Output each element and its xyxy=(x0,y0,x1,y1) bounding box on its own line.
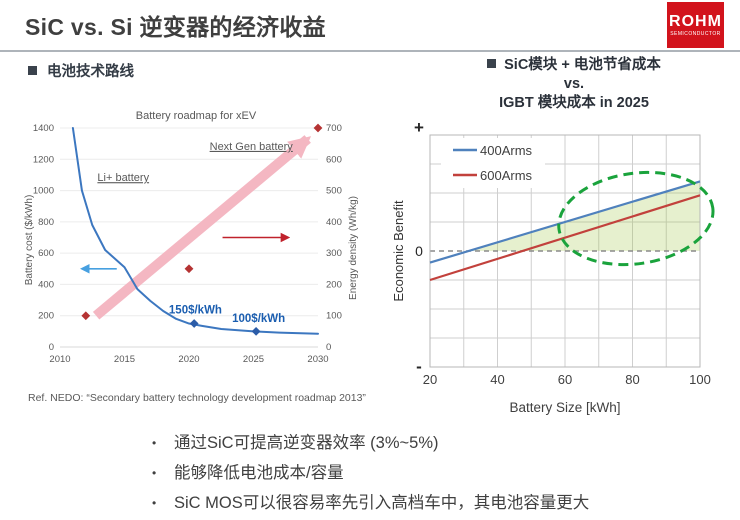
page-title: SiC vs. Si 逆变器的经济收益 xyxy=(25,14,326,40)
bullet-square-icon xyxy=(28,66,37,75)
economic-benefit-chart: 400Arms 600Arms +0 - Economic Benefit 20 40 60 8… xyxy=(393,118,715,415)
bullet-dot-icon: • xyxy=(152,496,157,510)
svg-text:300: 300 xyxy=(326,248,342,259)
right-heading-line1: SiC模块 + 电池节省成本 xyxy=(420,56,728,75)
svg-text:2025: 2025 xyxy=(243,354,264,365)
svg-text:Next Gen battery: Next Gen battery xyxy=(210,141,294,153)
svg-text:60: 60 xyxy=(558,372,572,387)
svg-text:700: 700 xyxy=(326,123,342,134)
svg-text:0: 0 xyxy=(415,243,423,259)
title-divider xyxy=(0,50,740,52)
svg-text:800: 800 xyxy=(38,217,54,228)
svg-text:Energy density (Wh/kg): Energy density (Wh/kg) xyxy=(348,196,359,300)
svg-text:500: 500 xyxy=(326,186,342,197)
svg-text:Battery cost ($/kWh): Battery cost ($/kWh) xyxy=(24,195,35,286)
right-heading-line3: IGBT 模块成本 in 2025 xyxy=(499,95,649,111)
bullet-square-icon xyxy=(487,59,497,68)
svg-text:Economic Benefit: Economic Benefit xyxy=(393,200,406,302)
svg-text:600: 600 xyxy=(38,248,54,259)
svg-text:0: 0 xyxy=(49,342,54,353)
svg-text:600Arms: 600Arms xyxy=(480,168,533,183)
svg-text:Battery roadmap for xEV: Battery roadmap for xEV xyxy=(136,110,257,122)
svg-text:2015: 2015 xyxy=(114,354,135,365)
svg-text:20: 20 xyxy=(423,372,437,387)
svg-text:Li+ battery: Li+ battery xyxy=(97,172,149,184)
right-heading-line2: vs. xyxy=(563,76,585,92)
bullet-dot-icon: • xyxy=(152,466,157,480)
svg-text:-: - xyxy=(416,357,422,376)
svg-text:0: 0 xyxy=(326,342,331,353)
bullet-item: • 能够降低电池成本/容量 xyxy=(152,458,589,488)
battery-roadmap-chart: 0 200 400 600 800 1000 1200 1400 0 100 200 300 400 50… xyxy=(24,110,359,365)
svg-text:1400: 1400 xyxy=(33,123,54,134)
left-section-heading: 电池技术路线 xyxy=(28,60,134,81)
svg-text:100: 100 xyxy=(326,311,342,322)
bullet-item: • 通过SiC可提高逆变器效率 (3%~5%) xyxy=(152,428,589,458)
svg-text:2030: 2030 xyxy=(307,354,328,365)
svg-text:150$/kWh: 150$/kWh xyxy=(169,304,222,316)
svg-text:2010: 2010 xyxy=(49,354,70,365)
svg-text:+: + xyxy=(414,118,424,137)
svg-text:1200: 1200 xyxy=(33,154,54,165)
svg-text:400: 400 xyxy=(326,217,342,228)
bullet-dot-icon: • xyxy=(152,436,157,450)
svg-text:1000: 1000 xyxy=(33,186,54,197)
svg-text:200: 200 xyxy=(326,279,342,290)
logo-subtitle-text: SEMICONDUCTOR xyxy=(670,30,721,37)
svg-text:Battery Size [kWh]: Battery Size [kWh] xyxy=(509,400,620,415)
svg-text:40: 40 xyxy=(490,372,504,387)
svg-text:400Arms: 400Arms xyxy=(480,143,533,158)
bullet-item: • SiC MOS可以很容易率先引入高档车中，其电池容量更大 xyxy=(152,488,589,518)
svg-text:2020: 2020 xyxy=(178,354,199,365)
right-section-heading: SiC模块 + 电池节省成本 vs. IGBT 模块成本 in 2025 xyxy=(420,56,728,113)
svg-text:80: 80 xyxy=(625,372,639,387)
rohm-logo: ROHM SEMICONDUCTOR xyxy=(667,2,724,48)
svg-text:100: 100 xyxy=(689,372,711,387)
logo-brand-text: ROHM xyxy=(669,12,722,30)
svg-text:100$/kWh: 100$/kWh xyxy=(232,313,285,325)
svg-text:200: 200 xyxy=(38,311,54,322)
svg-text:400: 400 xyxy=(38,279,54,290)
bullet-list: • 通过SiC可提高逆变器效率 (3%~5%) • 能够降低电池成本/容量 • SiC… xyxy=(152,428,589,518)
reference-text: Ref. NEDO: “Secondary battery technology… xyxy=(28,392,366,404)
left-section-heading-text: 电池技术路线 xyxy=(47,64,134,80)
svg-text:600: 600 xyxy=(326,154,342,165)
